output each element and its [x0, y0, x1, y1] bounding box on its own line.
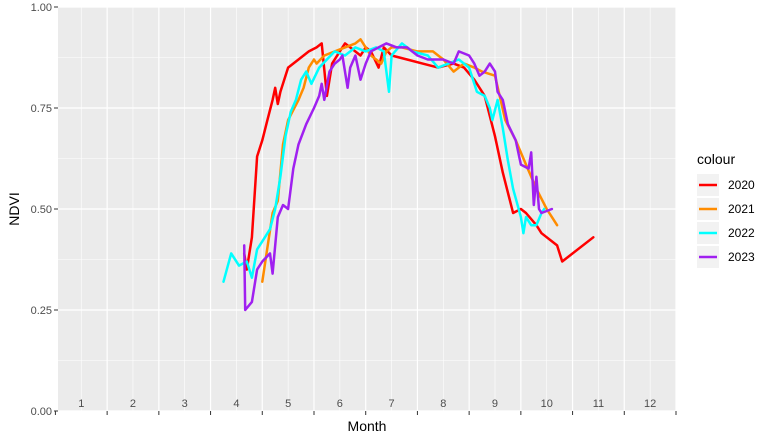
y-axis-title: NDVI: [6, 192, 22, 225]
x-tick-label: 4: [233, 398, 239, 410]
y-axis: 0.00 0.25 0.50 0.75 1.00: [31, 2, 58, 418]
legend: colour 2020 2021 2022 2023: [697, 151, 755, 268]
x-axis-title: Month: [348, 418, 387, 434]
x-tick-label: 5: [285, 398, 291, 410]
legend-title: colour: [697, 151, 735, 167]
x-tick-label: 8: [440, 398, 446, 410]
y-tick-label: 1.00: [31, 2, 52, 14]
x-tick-label: 1: [78, 398, 84, 410]
x-tick-label: 2: [130, 398, 136, 410]
legend-label-2020: 2020: [728, 178, 755, 192]
series-line-2022: [222, 42, 546, 283]
series-line-2023: [242, 42, 554, 312]
x-tick-label: 11: [593, 398, 604, 410]
y-tick-label: 0.25: [31, 305, 52, 317]
x-tick-label: 10: [541, 398, 553, 410]
x-tick-label: 12: [644, 398, 656, 410]
x-tick-label: 9: [492, 398, 498, 410]
y-tick-label: 0.00: [31, 406, 52, 418]
x-axis: 1 2 3 4 5 6 7 8 9 10 11 12: [54, 398, 677, 415]
series-line-2021: [261, 38, 559, 283]
legend-items: 2020 2021 2022 2023: [697, 174, 755, 268]
x-tick-label: 3: [182, 398, 188, 410]
x-tick-label: 6: [337, 398, 343, 410]
legend-label-2023: 2023: [728, 250, 755, 264]
y-tick-label: 0.75: [31, 103, 52, 115]
x-tick-label: 7: [389, 398, 395, 410]
series-lines: [222, 38, 595, 312]
y-tick-label: 0.50: [31, 204, 52, 216]
legend-label-2021: 2021: [728, 202, 755, 216]
legend-label-2022: 2022: [728, 226, 755, 240]
